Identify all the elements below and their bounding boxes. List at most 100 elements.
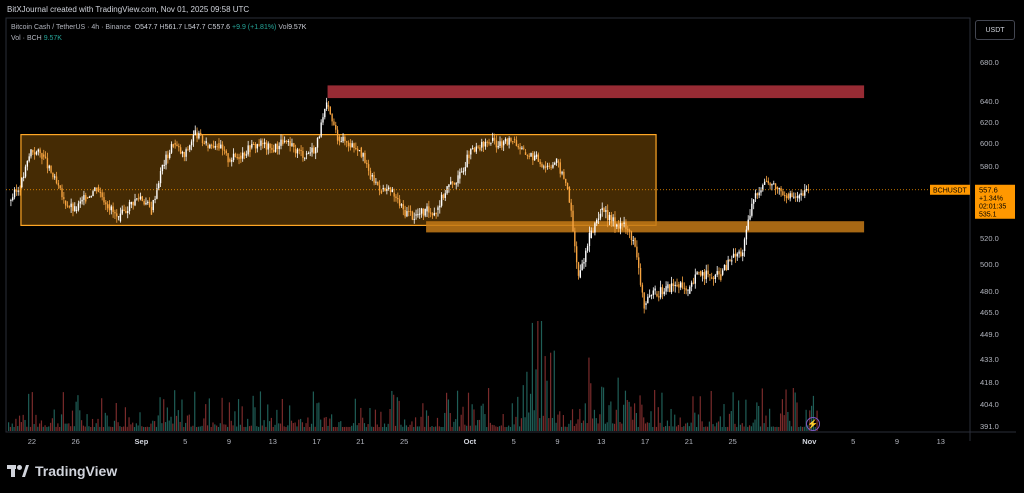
volume-line[interactable]: Vol · BCH	[11, 35, 42, 42]
candle-body	[687, 289, 689, 291]
volume-bar	[59, 426, 61, 431]
candle-body	[623, 222, 625, 224]
candle-body	[743, 239, 746, 251]
currency-button[interactable]: USDT	[975, 20, 1015, 40]
volume-bar	[199, 426, 201, 431]
candle-body	[346, 141, 348, 143]
candle-body	[37, 149, 39, 152]
candle-body	[238, 157, 240, 160]
volume-bar	[175, 415, 178, 431]
candle-body	[616, 224, 618, 227]
volume-bar	[613, 423, 616, 431]
volume-bar	[529, 393, 532, 431]
y-tick-label: 580.0	[980, 162, 999, 171]
volume-bar	[66, 423, 68, 431]
candle-body	[422, 208, 425, 216]
symbol-line[interactable]: Bitcoin Cash / TetherUS · 4h · Binance	[11, 24, 131, 31]
volume-bar	[363, 423, 366, 431]
candle-body	[526, 154, 529, 156]
price-tag-change: +1.34%	[979, 195, 1003, 202]
candle-body	[90, 196, 92, 198]
volume-bar	[438, 426, 440, 431]
tradingview-logo[interactable]: TradingView	[7, 463, 117, 479]
candle-body	[30, 149, 32, 157]
candle-body	[782, 191, 784, 196]
volume-bar	[254, 407, 256, 431]
candle-body	[606, 210, 609, 221]
volume-bar	[515, 416, 517, 431]
candle-body	[544, 166, 547, 168]
volume-bar	[619, 422, 621, 431]
volume-bar	[697, 414, 700, 431]
candle-body	[718, 271, 720, 275]
x-tick-label: 13	[597, 437, 605, 446]
x-tick-label: 22	[28, 437, 36, 446]
volume-bar	[462, 406, 464, 431]
candle-body	[499, 141, 501, 146]
candle-body	[672, 283, 675, 287]
volume-bar	[416, 426, 418, 431]
candle-body	[548, 165, 550, 167]
candle-body	[349, 143, 352, 148]
volume-bar	[378, 427, 380, 431]
volume-bar	[93, 426, 95, 431]
candle-body	[289, 141, 291, 146]
candle-body	[342, 136, 344, 142]
volume-bar	[216, 425, 218, 431]
volume-bar	[781, 399, 783, 431]
volume-bar	[610, 401, 612, 431]
volume-bar	[336, 426, 338, 431]
flash-icon[interactable]: ⚡	[806, 417, 820, 431]
candle-body	[278, 145, 280, 150]
volume-bar	[274, 424, 276, 431]
volume-bar	[376, 424, 378, 431]
candle-body	[360, 147, 363, 157]
volume-bar	[615, 409, 617, 431]
price-tag-countdown: 02:01:35	[979, 203, 1006, 210]
volume-bar	[803, 426, 805, 431]
volume-bar	[39, 423, 41, 431]
volume-bar	[164, 422, 167, 431]
candle-body	[384, 188, 386, 191]
volume-bar	[500, 425, 502, 431]
volume-bar	[95, 423, 97, 431]
volume-bar	[256, 426, 258, 431]
candle-body	[291, 143, 293, 146]
candle-body	[473, 148, 476, 152]
volume-bar	[436, 417, 439, 431]
candle-body	[367, 164, 370, 171]
candle-body	[734, 253, 737, 257]
candle-body	[729, 259, 731, 262]
volume-bar	[665, 426, 667, 431]
volume-bar	[783, 415, 785, 431]
volume-bar	[307, 417, 309, 431]
volume-bar	[593, 409, 596, 431]
x-tick-label: Sep	[135, 437, 149, 446]
candle-body	[705, 270, 707, 280]
candle-body	[210, 144, 213, 146]
candle-body	[789, 193, 791, 199]
volume-bar	[573, 425, 575, 431]
candle-body	[669, 284, 671, 293]
price-tag-symbol-box	[930, 184, 970, 195]
candle-body	[163, 164, 165, 166]
candle-body	[420, 208, 423, 214]
candle-body	[659, 287, 662, 298]
candle-body	[298, 149, 300, 151]
x-tick-label: 17	[312, 437, 320, 446]
x-tick-label: 9	[227, 437, 231, 446]
volume-bar	[577, 419, 579, 431]
candle-body	[227, 153, 229, 163]
candle-body	[285, 140, 288, 142]
candle-body	[466, 154, 468, 168]
candle-body	[581, 263, 583, 271]
volume-bar	[413, 427, 415, 431]
volume-bar	[81, 420, 83, 431]
volume-bar	[460, 414, 462, 431]
volume-bar	[225, 424, 227, 431]
candle-body	[523, 147, 525, 149]
candle-body	[33, 152, 36, 155]
candle-body	[198, 132, 200, 139]
volume-bar	[595, 418, 597, 431]
